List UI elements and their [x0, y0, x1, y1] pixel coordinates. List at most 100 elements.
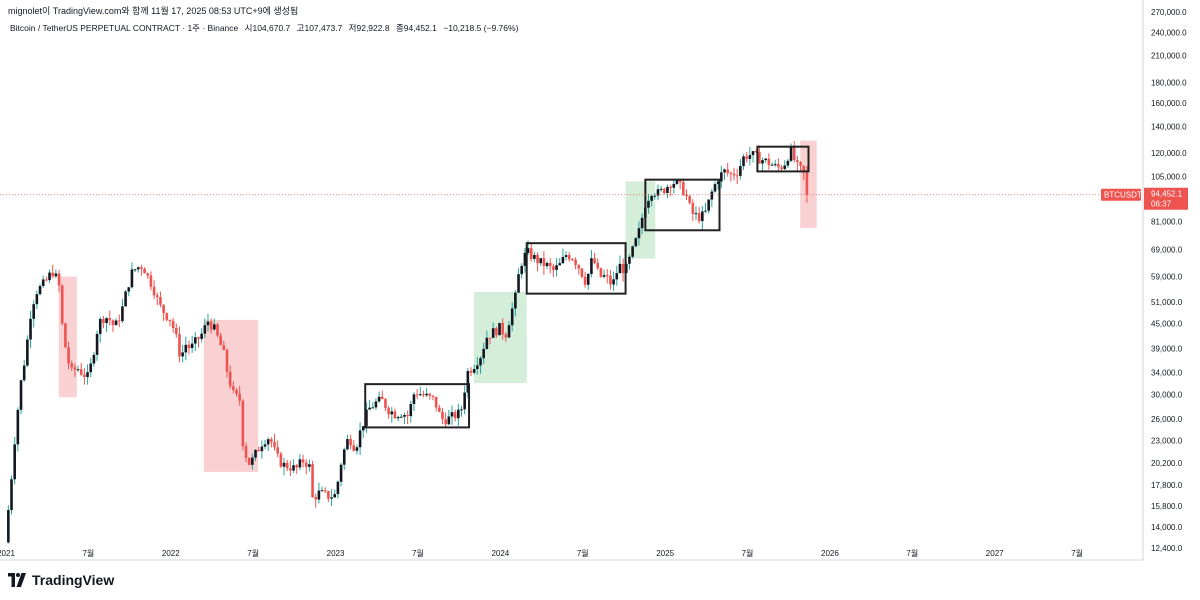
candle-body	[60, 285, 64, 324]
candle-body	[672, 183, 676, 188]
candle-body	[666, 186, 669, 193]
x-tick-label: 2022	[162, 549, 180, 558]
candle-body	[225, 349, 229, 372]
candle-body	[41, 279, 45, 287]
candle-body	[257, 449, 260, 452]
candle-body	[520, 265, 524, 275]
candle-body	[228, 371, 232, 387]
y-tick-label: 210,000.0	[1151, 52, 1187, 61]
x-tick-label: 7월	[906, 548, 918, 558]
candle-body	[586, 273, 590, 285]
candle-body	[415, 394, 419, 396]
candle-body	[783, 165, 787, 169]
candle-body	[412, 394, 416, 404]
candle-body	[295, 465, 299, 468]
x-tick-label: 7월	[247, 548, 259, 558]
candle-body	[580, 268, 584, 277]
symbol-line[interactable]: Bitcoin / TetherUS PERPETUAL CONTRACT · …	[10, 23, 239, 33]
candle-body	[323, 490, 327, 492]
candle-body	[298, 459, 302, 468]
candle-body	[346, 439, 349, 450]
candle-body	[726, 169, 729, 173]
candle-body	[330, 497, 333, 499]
candle-body	[194, 337, 197, 344]
candle-body	[805, 172, 809, 195]
candle-body	[514, 292, 517, 309]
candle-body	[190, 343, 194, 349]
candle-body	[339, 464, 343, 482]
candle-body	[149, 275, 153, 287]
x-tick-label: 7월	[577, 548, 589, 558]
candle-body	[621, 263, 625, 273]
candle-body	[133, 269, 137, 271]
candle-body	[469, 371, 473, 373]
candle-body	[92, 354, 96, 364]
candle-body	[460, 409, 463, 411]
y-tick-label: 30,000.0	[1151, 390, 1183, 399]
candle-body	[336, 481, 340, 495]
candle-body	[786, 160, 790, 166]
candle-body	[561, 256, 565, 264]
candle-body	[247, 457, 251, 465]
y-tick-label: 23,000.0	[1151, 437, 1183, 446]
candle-body	[171, 321, 175, 329]
candle-body	[187, 344, 191, 349]
candle-body	[650, 196, 653, 201]
candle-body	[358, 430, 362, 448]
price-tag-value: 94,452.1	[1151, 190, 1183, 199]
candle-body	[710, 191, 714, 200]
candle-body	[463, 392, 466, 410]
x-tick-label: 2025	[656, 549, 674, 558]
candle-body	[491, 328, 495, 338]
candle-body	[552, 266, 555, 270]
candle-body	[216, 324, 219, 336]
candle-body	[780, 167, 783, 169]
candle-body	[656, 189, 660, 196]
candle-body	[380, 396, 384, 400]
tradingview-logo-icon	[8, 573, 26, 587]
candle-body	[419, 394, 422, 396]
candle-body	[235, 389, 238, 394]
candle-body	[130, 269, 134, 288]
candle-body	[482, 348, 485, 359]
candle-body	[678, 180, 682, 182]
candle-body	[770, 164, 774, 166]
candle-body	[143, 268, 146, 274]
candle-body	[206, 321, 210, 326]
y-tick-label: 34,000.0	[1151, 369, 1183, 378]
candle-body	[653, 195, 657, 197]
candle-body	[409, 403, 413, 417]
candle-body	[457, 409, 460, 419]
candle-body	[232, 386, 235, 390]
candle-body	[13, 444, 16, 480]
candle-body	[162, 304, 165, 314]
y-tick-label: 14,000.0	[1151, 523, 1183, 532]
candle-body	[111, 320, 115, 326]
y-tick-label: 270,000.0	[1151, 8, 1187, 17]
candle-body	[48, 272, 51, 281]
candle-body	[529, 248, 533, 259]
candle-body	[22, 365, 26, 381]
range-boxes-layer	[364, 145, 810, 429]
candle-body	[609, 275, 612, 285]
candle-body	[713, 184, 717, 192]
candle-body	[105, 318, 108, 324]
candle-body	[701, 211, 704, 222]
candle-body	[64, 323, 67, 348]
candle-body	[682, 181, 685, 195]
footer: TradingView	[8, 572, 114, 588]
y-tick-label: 81,000.0	[1151, 217, 1183, 226]
candle-body	[669, 186, 672, 188]
candle-body	[86, 372, 89, 377]
candle-body	[393, 411, 397, 419]
candle-body	[472, 369, 476, 373]
candle-body	[773, 164, 777, 166]
candle-body	[723, 169, 726, 173]
candle-body	[35, 294, 39, 305]
price-tag-countdown: 06:37	[1151, 200, 1172, 209]
tradingview-brand[interactable]: TradingView	[32, 572, 115, 588]
candle-body	[209, 321, 213, 330]
publish-info: mignolet이 TradingView.com와 함께 11월 17, 20…	[8, 6, 299, 16]
y-tick-label: 120,000.0	[1151, 149, 1187, 158]
